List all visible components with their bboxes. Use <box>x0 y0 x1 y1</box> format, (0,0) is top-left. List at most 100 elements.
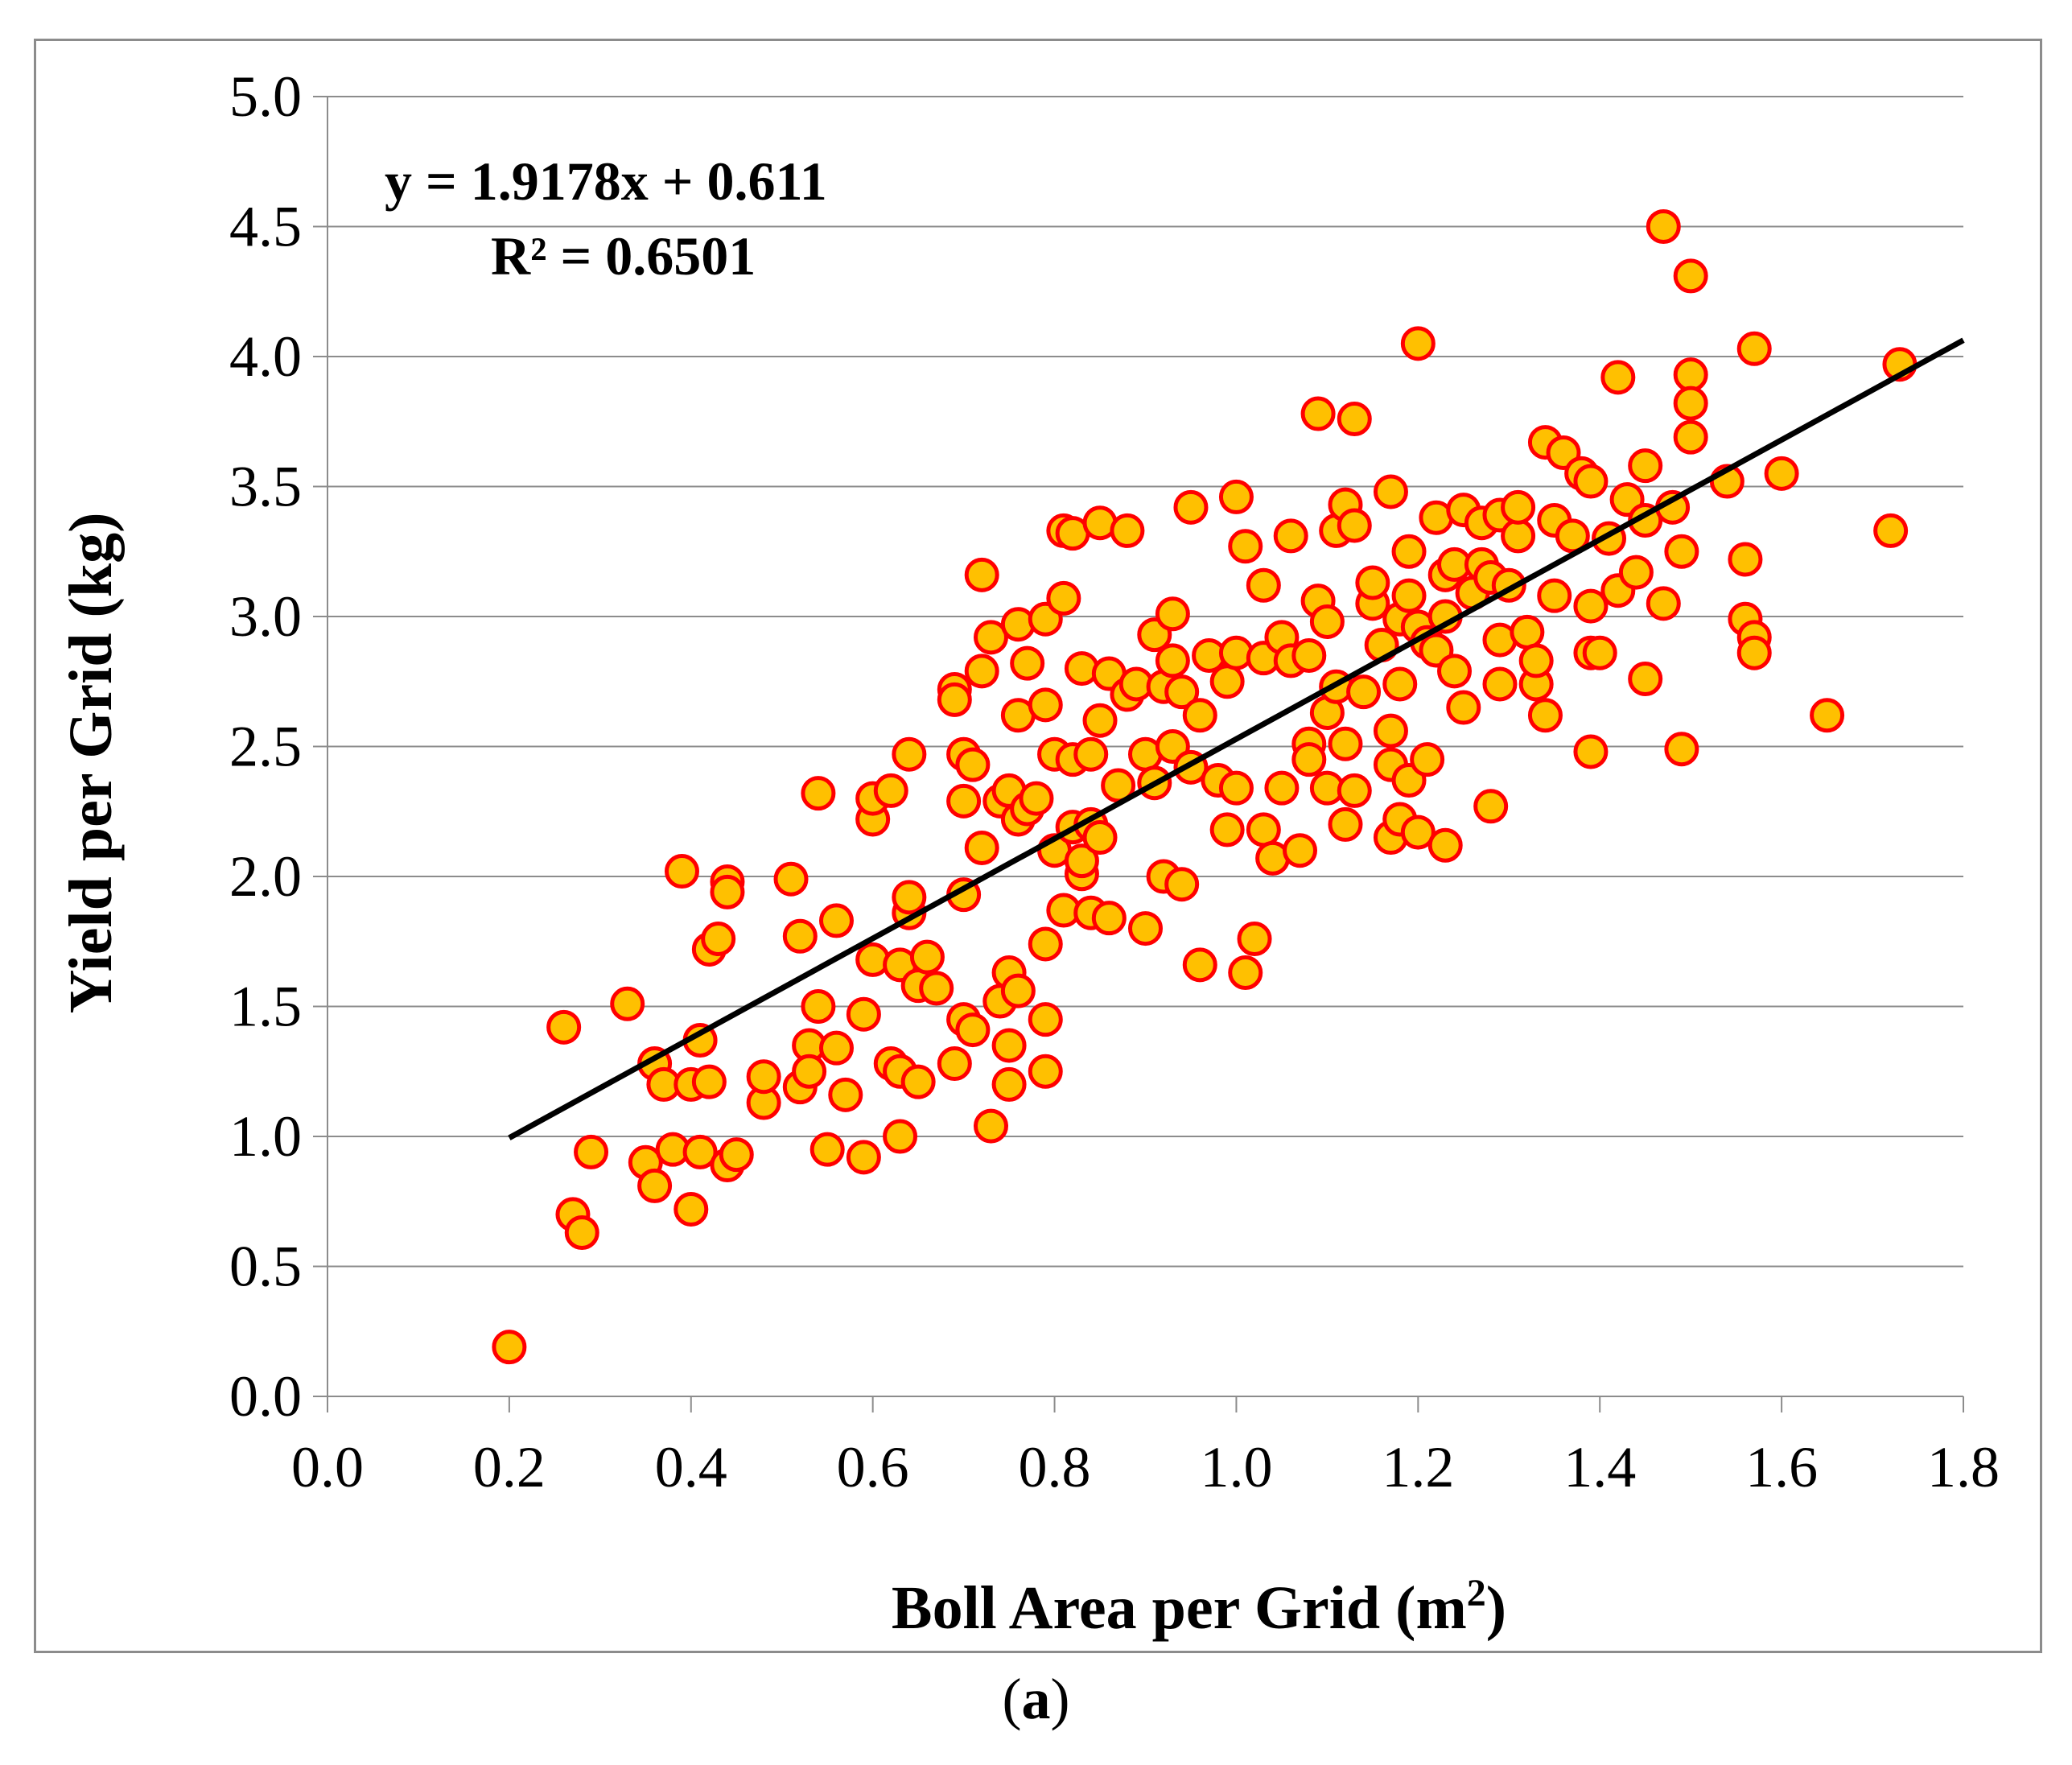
data-point-116 <box>1155 596 1190 632</box>
data-point-126 <box>1209 664 1245 699</box>
data-point-203 <box>1537 578 1572 613</box>
data-point-11 <box>664 854 699 889</box>
data-point-3 <box>564 1215 599 1251</box>
data-point-51 <box>909 939 945 975</box>
data-point-157 <box>1337 773 1372 808</box>
data-point-154 <box>1328 806 1363 842</box>
data-point-44 <box>883 1119 918 1154</box>
data-point-63 <box>964 830 999 865</box>
data-point-65 <box>973 1108 1008 1144</box>
data-point-125 <box>1209 812 1245 847</box>
trendline-line <box>508 337 1965 1140</box>
data-point-163 <box>1373 713 1408 748</box>
x-tick-label-1.6: 1.6 <box>1745 1435 1818 1499</box>
data-point-224 <box>1664 534 1699 569</box>
data-point-80 <box>1028 687 1063 723</box>
data-point-83 <box>1028 926 1063 962</box>
data-point-89 <box>1046 580 1081 616</box>
data-point-127 <box>1218 635 1254 670</box>
data-point-209 <box>1573 734 1609 769</box>
data-point-81 <box>1028 1002 1063 1037</box>
data-point-57 <box>946 783 982 819</box>
y-tick-label-0.5: 0.5 <box>229 1235 302 1299</box>
data-point-76 <box>1000 973 1036 1008</box>
x-axis-title-sup: 2 <box>1467 1572 1486 1614</box>
data-point-191 <box>1482 666 1518 702</box>
data-point-38 <box>855 942 891 977</box>
y-tick-label-1.0: 1.0 <box>229 1104 302 1169</box>
y-tick-label-2.0: 2.0 <box>229 844 302 909</box>
y-tick-label-1.5: 1.5 <box>229 975 302 1039</box>
data-point-146 <box>1300 396 1336 431</box>
data-point-225 <box>1673 357 1708 393</box>
data-point-233 <box>1736 635 1772 670</box>
data-point-1 <box>546 1009 582 1045</box>
data-point-227 <box>1673 419 1708 455</box>
data-point-54 <box>937 682 972 717</box>
data-point-165 <box>1373 474 1408 509</box>
data-point-31 <box>801 776 836 811</box>
data-point-29 <box>792 1054 827 1089</box>
data-point-119 <box>1173 489 1209 525</box>
data-point-122 <box>1182 698 1217 733</box>
x-axis-title-end: ) <box>1486 1574 1506 1642</box>
data-point-15 <box>682 1134 718 1169</box>
x-tick-label-0.0: 0.0 <box>291 1435 364 1499</box>
data-point-66 <box>973 620 1008 655</box>
data-point-135 <box>1246 567 1281 603</box>
y-tick-label-4.0: 4.0 <box>229 324 302 389</box>
x-tick-label-1.4: 1.4 <box>1563 1435 1636 1499</box>
data-point-169 <box>1391 534 1427 569</box>
data-point-18 <box>701 922 736 957</box>
data-point-5 <box>610 986 645 1021</box>
data-point-0 <box>492 1330 527 1365</box>
data-point-34 <box>818 903 854 938</box>
data-point-75 <box>1000 607 1036 642</box>
data-point-82 <box>1028 1054 1063 1089</box>
data-point-228 <box>1673 258 1708 294</box>
x-tick-label-1.2: 1.2 <box>1382 1435 1454 1499</box>
data-point-109 <box>1128 911 1163 946</box>
data-point-234 <box>1736 331 1772 366</box>
data-point-12 <box>674 1191 709 1227</box>
data-point-132 <box>1237 922 1272 957</box>
data-point-175 <box>1410 742 1445 777</box>
data-point-218 <box>1628 448 1663 484</box>
y-tick-label-3.5: 3.5 <box>229 455 302 519</box>
data-point-102 <box>1091 901 1127 936</box>
caption-letter: a <box>1021 1667 1051 1731</box>
data-point-47 <box>892 880 927 915</box>
data-point-236 <box>1810 698 1845 733</box>
data-point-197 <box>1510 614 1545 650</box>
data-point-172 <box>1400 814 1436 850</box>
data-point-196 <box>1501 489 1536 525</box>
data-point-30 <box>801 989 836 1024</box>
data-point-156 <box>1337 402 1372 437</box>
data-point-211 <box>1582 635 1617 670</box>
x-tick-label-1.0: 1.0 <box>1200 1435 1272 1499</box>
data-point-160 <box>1355 565 1390 600</box>
axes <box>313 96 1964 1412</box>
data-point-226 <box>1673 386 1708 421</box>
data-point-148 <box>1309 604 1345 639</box>
x-tick-label-0.2: 0.2 <box>473 1435 546 1499</box>
x-tick-label-0.8: 0.8 <box>1019 1435 1091 1499</box>
x-axis-title-text: Boll Area per Grid (m <box>892 1574 1467 1642</box>
data-point-118 <box>1164 674 1200 710</box>
data-point-105 <box>1110 513 1145 548</box>
data-point-50 <box>900 1064 936 1099</box>
data-point-223 <box>1664 732 1699 767</box>
data-point-4 <box>574 1134 609 1169</box>
data-point-138 <box>1264 770 1300 806</box>
data-point-71 <box>991 1066 1027 1102</box>
data-point-79 <box>1019 781 1054 816</box>
data-point-61 <box>955 1012 991 1048</box>
trendline <box>508 337 1965 1140</box>
data-point-216 <box>1618 555 1654 590</box>
data-point-213 <box>1600 360 1636 395</box>
y-tick-label-2.5: 2.5 <box>229 715 302 779</box>
data-point-182 <box>1437 654 1473 689</box>
data-point-130 <box>1228 955 1263 991</box>
data-point-16 <box>691 1064 727 1099</box>
